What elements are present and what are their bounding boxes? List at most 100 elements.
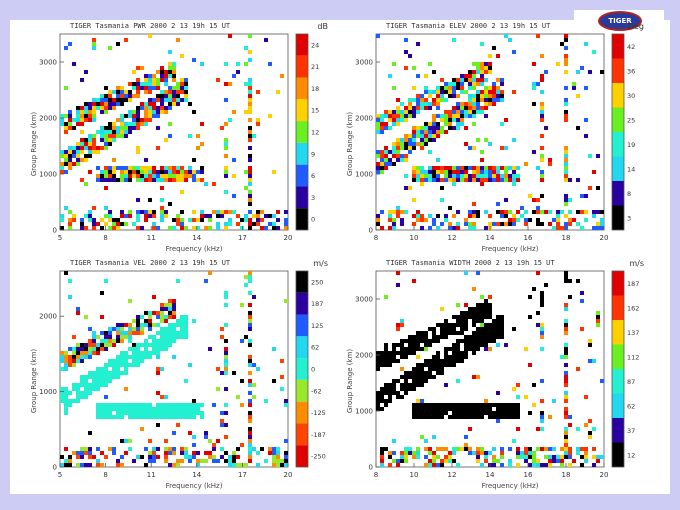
width-echo-cell: [448, 407, 452, 411]
width-echo-cell: [492, 455, 496, 459]
velocity-colorbar-label: 187: [311, 300, 323, 308]
elevation-echo-cell: [580, 194, 584, 198]
power-echo-cell: [100, 134, 104, 138]
power-echo-cell: [148, 78, 152, 82]
width-echo-cell: [516, 415, 520, 419]
elevation-echo-cell: [380, 114, 384, 118]
elevation-echo-cell: [564, 162, 568, 166]
elevation-echo-cell: [436, 94, 440, 98]
width-echo-cell: [412, 407, 416, 411]
width-echo-cell: [492, 319, 496, 323]
power-echo-cell: [148, 170, 152, 174]
velocity-y-tick-label: 2000: [39, 313, 57, 321]
elevation-echo-cell: [536, 210, 540, 214]
power-echo-cell: [168, 178, 172, 182]
velocity-echo-cell: [104, 339, 108, 343]
elevation-echo-cell: [396, 142, 400, 146]
width-echo-cell: [516, 447, 520, 451]
velocity-echo-cell: [236, 395, 240, 399]
velocity-echo-cell: [164, 415, 168, 419]
power-echo-cell: [192, 58, 196, 62]
velocity-echo-cell: [168, 311, 172, 315]
power-echo-cell: [160, 90, 164, 94]
velocity-echo-cell: [224, 451, 228, 455]
elevation-echo-cell: [564, 118, 568, 122]
elevation-echo-cell: [456, 226, 460, 230]
velocity-x-tick-label: 20: [284, 471, 293, 479]
width-echo-cell: [552, 455, 556, 459]
width-echo-cell: [576, 279, 580, 283]
velocity-echo-cell: [160, 315, 164, 319]
velocity-echo-cell: [68, 391, 72, 395]
width-echo-cell: [540, 347, 544, 351]
width-echo-cell: [500, 403, 504, 407]
width-echo-cell: [484, 303, 488, 307]
width-echo-cell: [564, 455, 568, 459]
power-colorbar-segment: [296, 55, 308, 78]
width-echo-cell: [516, 407, 520, 411]
elevation-echo-cell: [456, 86, 460, 90]
width-echo-cell: [560, 355, 564, 359]
elevation-echo-cell: [448, 86, 452, 90]
velocity-echo-cell: [96, 375, 100, 379]
velocity-echo-cell: [220, 327, 224, 331]
width-echo-cell: [484, 399, 488, 403]
velocity-echo-cell: [100, 371, 104, 375]
elevation-echo-cell: [484, 94, 488, 98]
velocity-echo-cell: [84, 383, 88, 387]
velocity-echo-cell: [72, 387, 76, 391]
power-colorbar-label: 18: [311, 85, 319, 93]
power-echo-cell: [264, 38, 268, 42]
elevation-echo-cell: [464, 74, 468, 78]
power-echo-cell: [136, 66, 140, 70]
power-echo-cell: [184, 170, 188, 174]
elevation-echo-cell: [436, 166, 440, 170]
elevation-echo-cell: [496, 94, 500, 98]
velocity-echo-cell: [152, 335, 156, 339]
elevation-echo-cell: [436, 134, 440, 138]
width-echo-cell: [448, 451, 452, 455]
velocity-echo-cell: [220, 411, 224, 415]
width-colorbar-segment: [612, 344, 624, 369]
elevation-echo-cell: [556, 218, 560, 222]
elevation-echo-cell: [548, 210, 552, 214]
width-echo-cell: [476, 307, 480, 311]
elevation-echo-cell: [412, 110, 416, 114]
power-echo-cell: [128, 90, 132, 94]
velocity-echo-cell: [76, 343, 80, 347]
velocity-echo-cell: [164, 331, 168, 335]
width-echo-cell: [416, 451, 420, 455]
power-echo-cell: [60, 170, 64, 174]
velocity-echo-cell: [172, 339, 176, 343]
elevation-echo-cell: [428, 62, 432, 66]
elevation-echo-cell: [456, 78, 460, 82]
power-echo-cell: [152, 210, 156, 214]
elevation-echo-cell: [432, 126, 436, 130]
power-echo-cell: [180, 174, 184, 178]
elevation-echo-cell: [472, 102, 476, 106]
velocity-echo-cell: [80, 359, 84, 363]
velocity-colorbar-segment: [296, 292, 308, 315]
power-colorbar-segment: [296, 99, 308, 122]
width-echo-cell: [564, 279, 568, 283]
width-echo-cell: [380, 355, 384, 359]
velocity-echo-cell: [152, 415, 156, 419]
elevation-echo-cell: [380, 154, 384, 158]
velocity-echo-cell: [104, 331, 108, 335]
velocity-echo-cell: [152, 411, 156, 415]
velocity-echo-cell: [180, 319, 184, 323]
velocity-echo-cell: [176, 459, 180, 463]
velocity-echo-cell: [116, 403, 120, 407]
width-echo-cell: [444, 455, 448, 459]
elevation-echo-cell: [576, 70, 580, 74]
velocity-echo-cell: [248, 403, 252, 407]
power-echo-cell: [200, 214, 204, 218]
elevation-echo-cell: [412, 222, 416, 226]
width-echo-cell: [572, 459, 576, 463]
velocity-title: TIGER Tasmania VEL 2000 2 13 19h 15 UT: [70, 259, 231, 267]
width-echo-cell: [532, 455, 536, 459]
width-echo-cell: [400, 367, 404, 371]
power-echo-cell: [68, 222, 72, 226]
width-echo-cell: [392, 391, 396, 395]
power-echo-cell: [188, 170, 192, 174]
